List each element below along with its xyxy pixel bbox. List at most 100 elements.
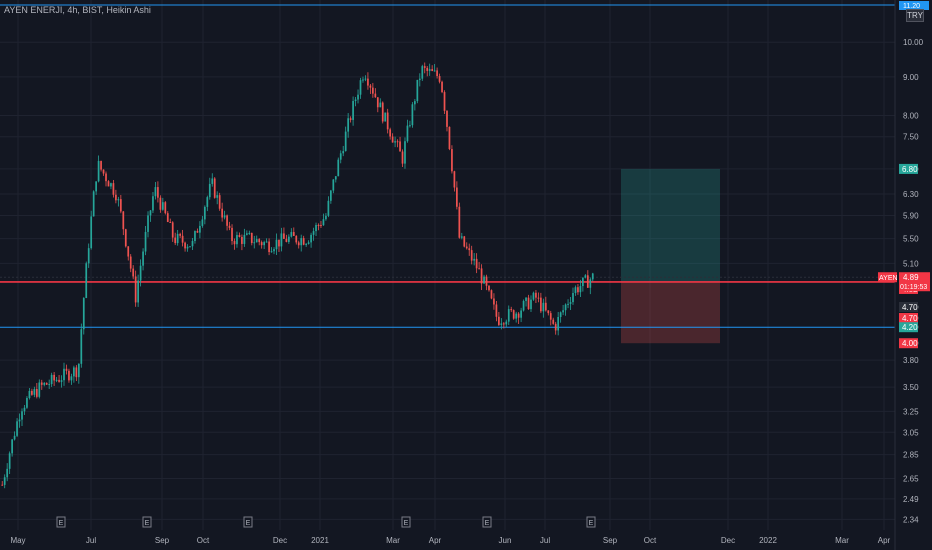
candle-body xyxy=(315,224,317,232)
earnings-marker xyxy=(401,516,411,528)
candle-body xyxy=(287,236,290,242)
candle-body xyxy=(196,231,199,233)
candle-body xyxy=(530,299,532,310)
candle-body xyxy=(544,302,547,311)
candle-body xyxy=(542,302,545,312)
price-axis-label: 9.00 xyxy=(903,73,919,82)
candle-body xyxy=(38,382,41,397)
candle-body xyxy=(112,183,115,195)
candle-body xyxy=(559,312,562,318)
price-axis-label: 3.05 xyxy=(903,428,919,437)
candle-body xyxy=(248,232,251,234)
candle-body xyxy=(325,215,327,220)
candle-body xyxy=(367,78,369,86)
candle-body xyxy=(245,233,248,235)
candle-body xyxy=(161,202,164,210)
candle-body xyxy=(48,384,51,386)
candle-body xyxy=(169,221,172,223)
candle-body xyxy=(208,183,211,198)
time-axis-label: Mar xyxy=(386,536,400,545)
candle-body xyxy=(58,379,60,382)
candle-body xyxy=(53,374,55,381)
candle-body xyxy=(92,191,95,217)
candle-body xyxy=(297,242,300,246)
candle-body xyxy=(255,239,258,243)
price-level-badge xyxy=(899,163,918,174)
candle-body xyxy=(399,141,401,152)
candle-body xyxy=(332,179,335,191)
candle-body xyxy=(253,242,256,244)
candle-body xyxy=(102,169,105,174)
candle-body xyxy=(426,67,429,71)
candle-body xyxy=(292,232,295,236)
time-axis-label: Oct xyxy=(197,536,210,545)
candle-body xyxy=(567,303,569,305)
candle-body xyxy=(357,94,359,100)
candle-body xyxy=(507,309,510,322)
candle-body xyxy=(164,202,167,214)
earnings-marker-text: E xyxy=(485,520,490,527)
price-axis-label: 5.10 xyxy=(903,259,919,268)
candle-body xyxy=(203,206,206,220)
candle-body xyxy=(344,131,347,152)
candle-body xyxy=(33,389,36,395)
candle-body xyxy=(381,102,384,122)
candle-body xyxy=(142,251,144,266)
candle-body xyxy=(456,187,458,207)
candle-body xyxy=(512,310,515,319)
candle-body xyxy=(305,243,308,245)
candle-body xyxy=(166,213,169,222)
candle-body xyxy=(582,277,584,287)
candle-body xyxy=(500,323,503,325)
candle-body xyxy=(394,141,396,143)
candle-body xyxy=(458,206,461,238)
candle-body xyxy=(547,310,550,314)
candle-body xyxy=(95,181,97,192)
candle-body xyxy=(243,234,246,244)
candle-body xyxy=(564,304,567,311)
candle-body xyxy=(250,232,253,244)
candle-body xyxy=(362,79,364,81)
earnings-marker xyxy=(243,516,253,528)
price-level-badge-text: 4.70 xyxy=(902,314,918,323)
candle-body xyxy=(591,273,594,280)
earnings-marker-text: E xyxy=(59,520,64,527)
time-axis-label: 2021 xyxy=(311,536,329,545)
candle-body xyxy=(517,313,520,318)
price-axis-label: 3.25 xyxy=(903,407,919,416)
candle-body xyxy=(498,316,500,325)
time-axis-label: Sep xyxy=(603,536,618,545)
candle-body xyxy=(139,265,142,281)
candle-body xyxy=(159,197,162,210)
candle-body xyxy=(436,70,438,77)
candle-body xyxy=(401,151,404,164)
time-axis-label: May xyxy=(10,536,25,545)
candle-body xyxy=(371,87,374,94)
time-axis-label: Jun xyxy=(499,536,512,545)
candle-body xyxy=(241,236,243,244)
candle-body xyxy=(329,190,332,201)
price-axis-label: 10.00 xyxy=(903,38,924,47)
candle-body xyxy=(260,242,263,246)
candle-body xyxy=(75,367,78,378)
candle-body xyxy=(569,302,572,304)
candle-body xyxy=(147,215,149,232)
candle-body xyxy=(23,407,26,412)
candle-body xyxy=(327,200,330,216)
candle-body xyxy=(105,173,107,182)
candle-body xyxy=(238,235,241,237)
candle-body xyxy=(302,238,305,245)
candle-body xyxy=(384,112,387,122)
candle-body xyxy=(110,183,112,187)
candle-body xyxy=(233,241,236,245)
earnings-marker-text: E xyxy=(145,520,150,527)
candle-body xyxy=(483,276,485,284)
long-position-loss-zone xyxy=(621,281,720,344)
candle-body xyxy=(35,389,38,397)
candle-body xyxy=(468,248,471,251)
candle-body xyxy=(320,225,322,227)
currency-badge[interactable]: TRY xyxy=(906,9,924,22)
candle-body xyxy=(386,112,389,130)
candle-body xyxy=(216,195,219,198)
